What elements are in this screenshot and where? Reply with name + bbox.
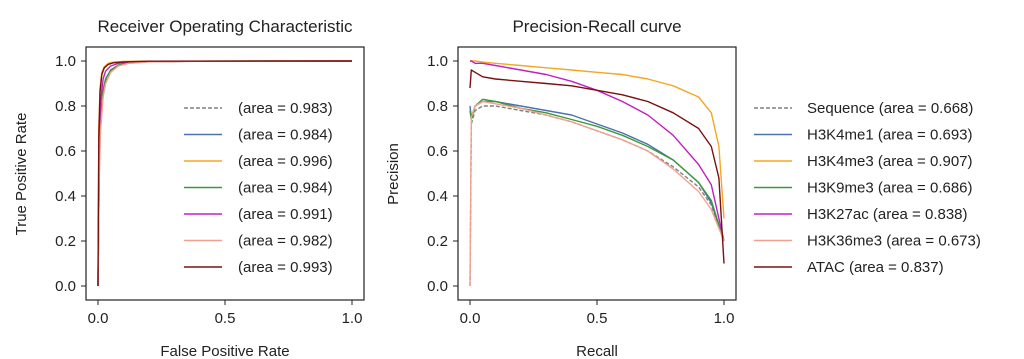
- roc-ytick-label: 0.2: [55, 233, 76, 250]
- roc-series-lines: [97, 60, 353, 287]
- pr-legend-label-0: Sequence (area = 0.668): [807, 100, 973, 117]
- roc-ytick-label: 0.8: [55, 98, 76, 115]
- pr-legend-label-3: H3K9me3 (area = 0.686): [807, 180, 973, 197]
- roc-series-line-2: [97, 60, 353, 287]
- roc-ticks: 0.0 0.5 1.0 0.0 0.2 0.4 0.6 0.8 1.0: [55, 53, 362, 327]
- roc-series-line-0: [97, 60, 353, 287]
- roc-series-line-5: [97, 60, 353, 287]
- roc-ytick-label: 0.6: [55, 143, 76, 160]
- roc-legend-label-0: (area = 0.983): [238, 100, 333, 117]
- roc-xtick-label: 0.5: [215, 310, 236, 327]
- pr-legend-label-5: H3K36me3 (area = 0.673): [807, 233, 981, 250]
- roc-ytick-label: 1.0: [55, 53, 76, 70]
- pr-title: Precision-Recall curve: [512, 17, 681, 36]
- pr-ytick-label: 1.0: [427, 53, 448, 70]
- roc-axes-frame: [85, 46, 365, 301]
- pr-series-lines: [469, 60, 725, 287]
- pr-ylabel: Precision: [385, 143, 402, 205]
- roc-ytick-label: 0.4: [55, 188, 76, 205]
- pr-ytick-label: 0.8: [427, 98, 448, 115]
- roc-ylabel: True Positive Rate: [13, 113, 30, 236]
- roc-series-line-6: [97, 60, 353, 287]
- pr-ytick-label: 0.2: [427, 233, 448, 250]
- pr-series-line-5: [469, 100, 725, 287]
- pr-series-line-6: [469, 69, 725, 264]
- pr-legend-label-2: H3K4me3 (area = 0.907): [807, 153, 973, 170]
- roc-legend-label-6: (area = 0.993): [238, 259, 333, 276]
- roc-xlabel: False Positive Rate: [160, 343, 289, 359]
- pr-ytick-label: 0.6: [427, 143, 448, 160]
- pr-legend-label-6: ATAC (area = 0.837): [807, 259, 944, 276]
- pr-xlabel: Recall: [576, 343, 618, 359]
- pr-legend-label-4: H3K27ac (area = 0.838): [807, 206, 968, 223]
- roc-ytick-label: 0.0: [55, 278, 76, 295]
- roc-xtick-label: 1.0: [342, 310, 363, 327]
- roc-series-line-1: [97, 60, 353, 287]
- pr-series-line-0: [469, 105, 725, 287]
- pr-axes-frame: [457, 46, 737, 301]
- roc-legend-label-4: (area = 0.991): [238, 206, 333, 223]
- roc-legend: (area = 0.983) (area = 0.984) (area = 0.99…: [184, 100, 333, 276]
- pr-ticks: 0.0 0.5 1.0 0.0 0.2 0.4 0.6 0.8 1.0: [427, 53, 734, 327]
- pr-xtick-label: 0.0: [460, 310, 481, 327]
- roc-legend-label-5: (area = 0.982): [238, 233, 333, 250]
- pr-series-line-2: [470, 60, 725, 219]
- roc-legend-label-3: (area = 0.984): [238, 180, 333, 197]
- pr-ytick-label: 0.0: [427, 278, 448, 295]
- pr-series-line-4: [470, 60, 725, 242]
- pr-legend: Sequence (area = 0.668) H3K4me1 (area = 0…: [754, 100, 981, 276]
- pr-xtick-label: 1.0: [714, 310, 735, 327]
- roc-chart: Receiver Operating Characteristic False …: [13, 17, 365, 359]
- roc-title: Receiver Operating Characteristic: [97, 17, 353, 36]
- roc-legend-label-1: (area = 0.984): [238, 127, 333, 144]
- roc-series-line-4: [97, 60, 353, 287]
- roc-series-line-3: [97, 60, 353, 287]
- pr-legend-label-1: H3K4me1 (area = 0.693): [807, 127, 973, 144]
- pr-chart: Precision-Recall curve Recall Precision …: [385, 17, 981, 359]
- roc-legend-label-2: (area = 0.996): [238, 153, 333, 170]
- pr-ytick-label: 0.4: [427, 188, 448, 205]
- pr-xtick-label: 0.5: [587, 310, 608, 327]
- roc-xtick-label: 0.0: [88, 310, 109, 327]
